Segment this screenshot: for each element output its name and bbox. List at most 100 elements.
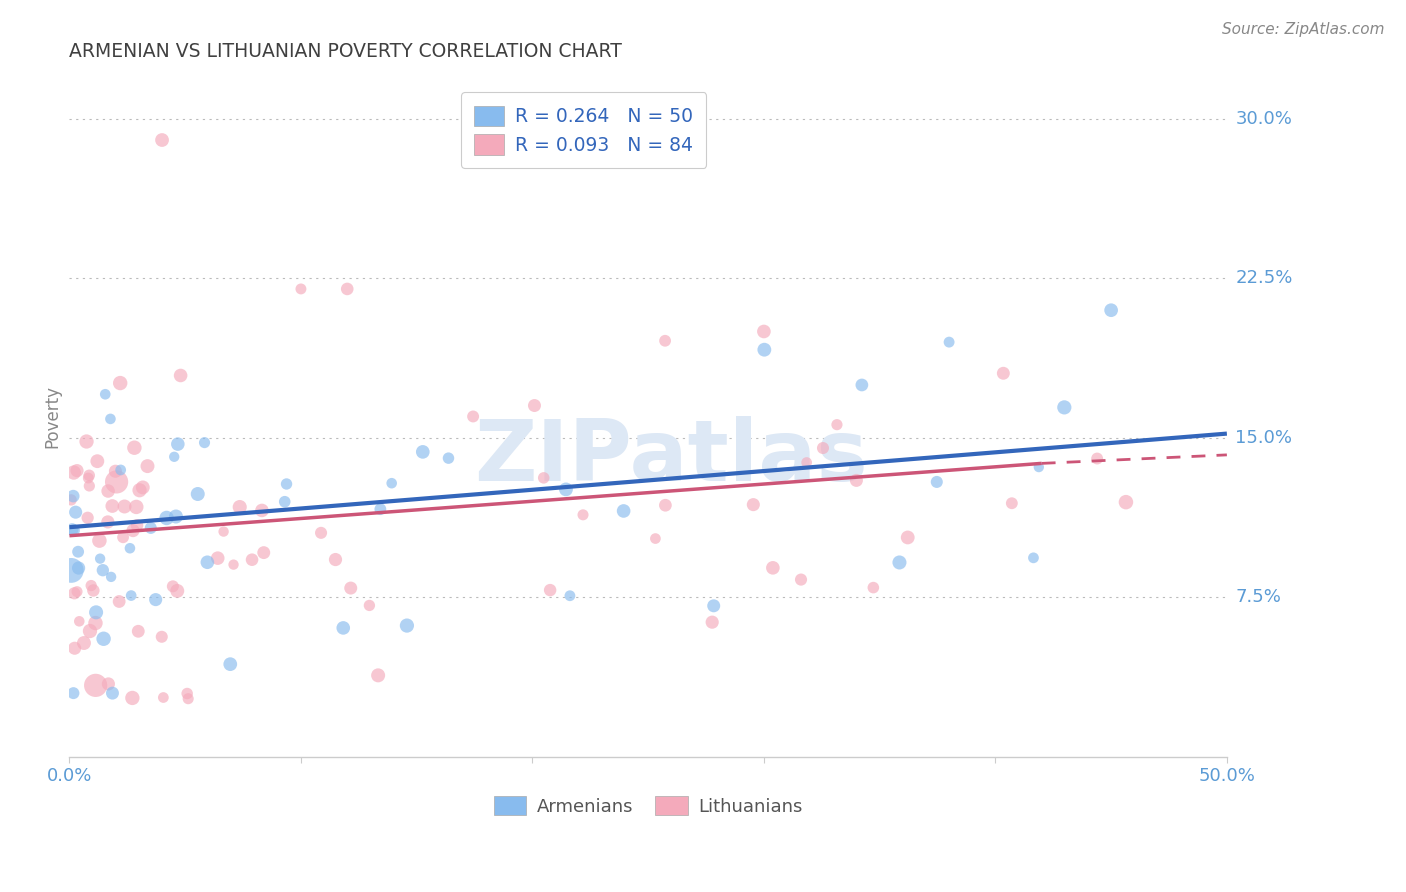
Point [533,471,555,485]
Point [938,335,960,350]
Point [89,551,111,566]
Point [120,589,142,603]
Text: Source: ZipAtlas.com: Source: ZipAtlas.com [1222,22,1385,37]
Point [118,541,141,556]
Point [752,325,775,339]
Point [654,498,676,512]
Point [101,686,124,700]
Point [325,552,347,566]
Point [222,558,245,572]
Point [125,500,148,514]
Point [76,510,98,524]
Point [84,678,107,692]
Point [1085,451,1108,466]
Point [336,282,359,296]
Point [253,546,276,560]
Point [193,435,215,450]
Point [845,474,868,488]
Point [60,492,83,507]
Point [309,525,332,540]
Point [370,502,392,516]
Point [67,615,90,629]
Text: 22.5%: 22.5% [1236,269,1292,287]
Point [412,445,434,459]
Point [112,530,135,544]
Point [163,450,186,464]
Point [754,343,776,357]
Point [136,459,159,474]
Point [240,552,263,566]
Point [762,561,785,575]
Point [128,483,150,498]
Point [702,615,724,630]
Point [1028,460,1050,475]
Point [145,592,167,607]
Point [80,578,103,592]
Point [73,636,96,650]
Point [101,499,124,513]
Point [63,586,86,600]
Point [100,412,122,426]
Text: ZIPatlas: ZIPatlas [474,416,868,499]
Point [86,454,108,468]
Point [67,545,90,559]
Point [790,573,813,587]
Point [162,579,184,593]
Point [152,690,174,705]
Point [437,451,460,466]
Text: 7.5%: 7.5% [1236,589,1281,607]
Point [538,583,561,598]
Point [558,589,581,603]
Point [127,624,149,639]
Point [1001,496,1024,510]
Point [742,498,765,512]
Point [359,599,381,613]
Point [555,483,578,497]
Point [93,632,115,646]
Point [150,133,173,147]
Point [1099,303,1122,318]
Point [150,630,173,644]
Point [290,282,312,296]
Point [62,466,84,480]
Point [62,524,84,538]
Point [796,455,818,469]
Point [105,475,128,489]
Point [523,399,546,413]
Point [76,434,98,449]
Point [166,583,188,598]
Point [250,503,273,517]
Point [395,618,418,632]
Point [851,378,873,392]
Point [613,504,636,518]
Point [925,475,948,489]
Point [108,376,131,390]
Point [94,387,117,401]
Point [97,515,120,529]
Point [276,477,298,491]
Point [572,508,595,522]
Point [67,561,90,575]
Point [84,615,107,630]
Point [110,463,132,477]
Point [77,468,100,483]
Text: 15.0%: 15.0% [1236,429,1292,447]
Point [60,523,83,537]
Text: ARMENIAN VS LITHUANIAN POVERTY CORRELATION CHART: ARMENIAN VS LITHUANIAN POVERTY CORRELATI… [69,42,623,61]
Point [461,409,484,424]
Point [339,581,361,595]
Point [125,518,148,533]
Point [124,441,146,455]
Point [91,563,114,577]
Point [62,686,84,700]
Point [1053,401,1076,415]
Point [367,668,389,682]
Point [177,691,200,706]
Point [654,334,676,348]
Point [114,500,136,514]
Point [332,621,354,635]
Point [165,509,187,524]
Point [169,368,191,383]
Point [229,500,252,514]
Point [77,471,100,485]
